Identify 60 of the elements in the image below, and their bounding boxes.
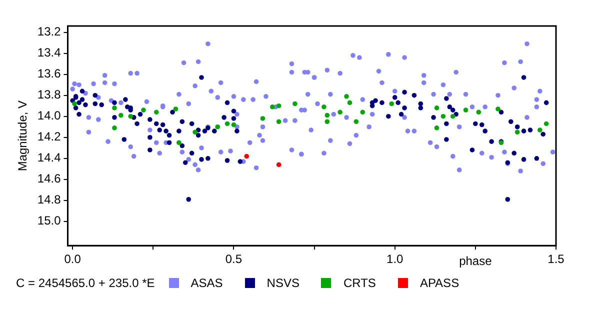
y-tick-label: 14.8 <box>37 192 62 207</box>
point <box>514 130 520 135</box>
point <box>450 114 456 119</box>
x-tick-label: 0.0 <box>64 252 82 266</box>
point <box>434 106 440 110</box>
point <box>244 154 250 159</box>
point <box>440 114 446 119</box>
y-tick-label: 14.2 <box>37 130 62 144</box>
point <box>276 103 282 108</box>
x-axis-title: phase <box>459 254 492 268</box>
x-tick-label: 0.5 <box>225 252 242 266</box>
y-tick-label: 15.0 <box>37 214 62 228</box>
point <box>276 162 282 168</box>
point <box>389 101 394 106</box>
point <box>118 112 124 118</box>
point <box>141 108 146 112</box>
point <box>154 110 159 115</box>
text: C = 2454565.0 + 235.0 *E <box>16 276 155 290</box>
point <box>324 119 330 124</box>
legend-label: CRTS <box>343 276 376 290</box>
point <box>324 112 330 118</box>
point <box>544 121 549 126</box>
y-tick-label: 14.4 <box>37 150 62 165</box>
point <box>260 116 266 121</box>
point <box>537 128 542 132</box>
point <box>463 108 468 112</box>
x-tick-label: 1.5 <box>548 252 565 266</box>
point <box>72 101 77 106</box>
y-tick-label: 14.0 <box>37 108 62 123</box>
point <box>354 119 359 124</box>
point <box>215 124 220 130</box>
y-axis-title: Magnitude, V <box>16 100 30 172</box>
y-tick-label: 13.4 <box>37 46 62 60</box>
legend-label: APASS <box>420 276 460 290</box>
point <box>128 114 133 119</box>
point <box>224 121 230 126</box>
y-tick-label: 14.6 <box>37 172 62 186</box>
point <box>344 94 349 99</box>
point <box>360 110 366 115</box>
point <box>322 104 326 110</box>
point <box>270 104 275 110</box>
point <box>112 126 117 130</box>
point <box>231 122 236 128</box>
legend-label: ASAS <box>190 276 223 290</box>
y-tick-label: 13.8 <box>37 88 62 102</box>
point <box>292 101 298 106</box>
legend-label: NSVS <box>266 276 300 290</box>
point <box>192 130 198 135</box>
point <box>496 106 500 112</box>
point <box>112 106 117 110</box>
point <box>476 110 482 115</box>
y-tick-label: 13.6 <box>37 66 62 81</box>
point <box>176 140 182 146</box>
point <box>347 100 352 106</box>
point <box>173 106 178 112</box>
point <box>434 126 440 130</box>
point <box>338 110 342 115</box>
y-tick-label: 13.2 <box>37 24 62 39</box>
x-tick-label: 1.0 <box>386 252 404 266</box>
point <box>276 119 282 124</box>
